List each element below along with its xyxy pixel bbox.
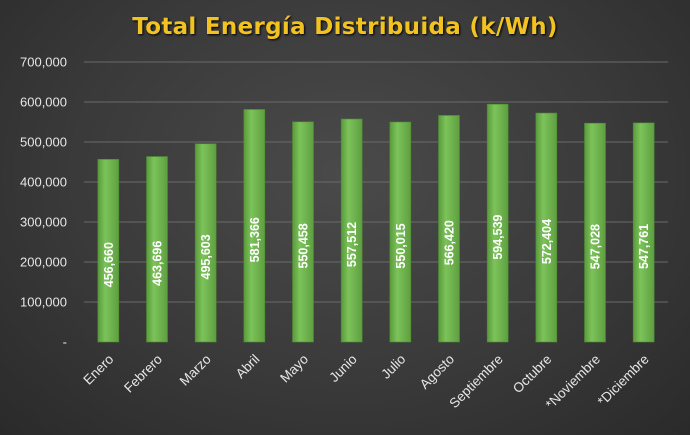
bar — [292, 121, 314, 343]
y-tick-label: 200,000 — [20, 255, 67, 270]
data-label: 463,696 — [151, 241, 165, 286]
y-tick-label: 700,000 — [20, 55, 67, 70]
data-label: 495,603 — [199, 234, 213, 279]
bar — [389, 121, 412, 343]
bar — [97, 159, 120, 343]
bar — [146, 156, 168, 343]
bars — [97, 103, 655, 343]
y-tick-label: 100,000 — [20, 295, 67, 310]
bar — [438, 115, 460, 343]
data-label: 550,015 — [394, 223, 408, 268]
x-tick-label: Mayo — [277, 352, 311, 386]
x-tick-label: Febrero — [121, 352, 165, 396]
data-labels: 456,660 463,696 495,603 581,366 550,458 557,5… — [102, 214, 651, 287]
data-label: 456,660 — [102, 242, 116, 287]
x-tick-label: Octubre — [510, 352, 555, 397]
x-tick-label: Agosto — [417, 352, 457, 392]
data-label: 581,366 — [248, 217, 262, 262]
bar — [632, 122, 655, 343]
bar — [194, 143, 217, 343]
data-label: 550,458 — [297, 223, 311, 268]
bar — [486, 103, 509, 343]
y-tick-label: - — [63, 335, 67, 350]
data-label: 594,539 — [491, 214, 505, 259]
chart-title: Total Energía Distribuida (k/Wh) — [132, 14, 558, 40]
x-tick-label: Abril — [233, 352, 263, 382]
x-tick-label: Junio — [326, 352, 359, 385]
data-label: 547,028 — [589, 224, 603, 269]
data-label: 566,420 — [443, 220, 457, 265]
y-tick-label: 600,000 — [20, 95, 67, 110]
bar — [243, 109, 266, 343]
y-tick-label: 300,000 — [20, 215, 67, 230]
gridlines — [84, 61, 668, 303]
x-tick-label: *Diciembre — [594, 352, 651, 409]
x-tick-label: Julio — [378, 352, 408, 382]
data-label: 572,404 — [540, 219, 554, 264]
x-tick-label: Marzo — [177, 352, 214, 389]
y-tick-label: 500,000 — [20, 135, 67, 150]
y-axis-ticks: - 100,000 200,000 300,000 400,000 500,000 600,… — [20, 55, 67, 350]
x-tick-label: Enero — [80, 352, 116, 388]
data-label: 557,512 — [345, 222, 359, 267]
data-label: 547,761 — [637, 224, 651, 269]
bar — [584, 122, 606, 343]
x-axis-ticks: Enero Febrero Marzo Abril Mayo Junio Julio Agos… — [80, 352, 651, 412]
bar — [340, 118, 363, 343]
bar — [535, 112, 558, 343]
y-tick-label: 400,000 — [20, 175, 67, 190]
